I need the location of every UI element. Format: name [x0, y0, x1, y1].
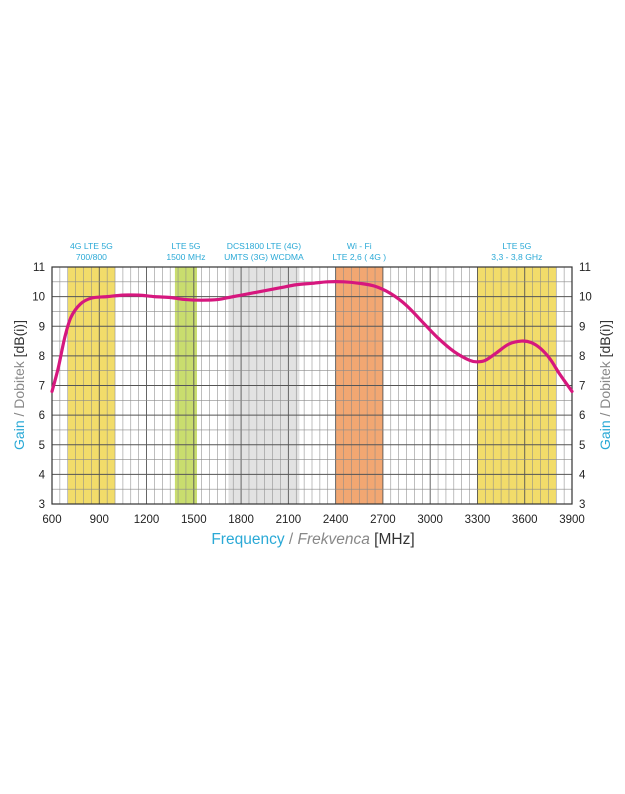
- y-tick-label-right: 4: [579, 469, 586, 481]
- x-axis-title-unit: [MHz]: [370, 531, 415, 548]
- x-tick-label: 600: [42, 514, 61, 526]
- y-tick-label-left: 11: [33, 262, 45, 274]
- band-label-5-line-2: 3,3 - 3,8 GHz: [491, 252, 542, 262]
- y-tick-label-left: 9: [39, 321, 45, 333]
- y-axis-title-right-part2: Dobitek: [597, 360, 613, 408]
- x-tick-label: 1200: [134, 514, 160, 526]
- y-axis-title-left: Gain / Dobitek [dB(i)]: [11, 320, 27, 450]
- y-tick-label-right: 11: [579, 262, 591, 274]
- band-label-1-line-1: 4G LTE 5G: [70, 241, 113, 251]
- x-tick-label: 1500: [181, 514, 207, 526]
- y-tick-label-left: 6: [39, 410, 45, 422]
- x-tick-label: 900: [90, 514, 109, 526]
- x-tick-label: 3600: [512, 514, 538, 526]
- y-tick-label-right: 8: [579, 351, 585, 363]
- y-tick-label-left: 3: [39, 499, 45, 511]
- band-label-4-line-1: Wi - Fi: [347, 241, 372, 251]
- y-axis-title-right: Gain / Dobitek [dB(i)]: [597, 320, 613, 450]
- y-axis-title-left-unit: [dB(i)]: [11, 320, 27, 361]
- x-axis-title-part2: Frekvenca: [298, 531, 371, 548]
- x-tick-label: 3300: [465, 514, 491, 526]
- band-label-3-line-2: UMTS (3G) WCDMA: [224, 252, 304, 262]
- band-label-1-line-2: 700/800: [76, 252, 107, 262]
- y-axis-title-right-part1: Gain: [597, 420, 613, 450]
- x-tick-label: 1800: [228, 514, 254, 526]
- band-label-2-line-2: 1500 MHz: [166, 252, 205, 262]
- y-axis-title-left-part1: Gain: [11, 420, 27, 450]
- y-tick-label-left: 10: [32, 292, 45, 304]
- y-tick-label-left: 8: [39, 351, 45, 363]
- x-axis-title-separator: /: [285, 531, 298, 548]
- y-axis-title-right-separator: /: [597, 409, 613, 421]
- y-tick-label-left: 5: [39, 440, 45, 452]
- y-axis-title-left-part2: Dobitek: [11, 360, 27, 408]
- series-layer: [50, 280, 574, 394]
- band-label-2-line-1: LTE 5G: [171, 241, 200, 251]
- y-axis-title-left-separator: /: [11, 409, 27, 421]
- band-label-4-line-2: LTE 2,6 ( 4G ): [332, 252, 386, 262]
- x-axis-title-part1: Frequency: [211, 531, 284, 548]
- x-tick-labels: 600 900 1200 1500 1800 2100 2400 2700 3000 3300 36…: [42, 514, 584, 526]
- x-tick-label: 3000: [417, 514, 443, 526]
- x-tick-label: 2400: [323, 514, 349, 526]
- x-tick-label: 2700: [370, 514, 396, 526]
- y-tick-label-left: 7: [39, 381, 45, 393]
- y-axis-title-right-unit: [dB(i)]: [597, 320, 613, 361]
- y-tick-label-right: 5: [579, 440, 585, 452]
- band-label-3-line-1: DCS1800 LTE (4G): [227, 241, 301, 251]
- x-axis-title: Frequency / Frekvenca [MHz]: [211, 531, 414, 548]
- x-tick-label: 3900: [559, 514, 585, 526]
- y-tick-label-right: 6: [579, 410, 585, 422]
- y-tick-label-right: 3: [579, 499, 585, 511]
- x-tick-label: 2100: [276, 514, 302, 526]
- gain-curve-1: [50, 280, 574, 394]
- y-tick-labels-left: 3 4 5 6 7 8 9 10 11: [32, 262, 45, 511]
- y-tick-label-left: 4: [39, 469, 46, 481]
- y-tick-labels-right: 3 4 5 6 7 8 9 10 11: [579, 262, 592, 511]
- band-label-5-line-1: LTE 5G: [502, 241, 531, 251]
- y-tick-label-right: 10: [579, 292, 592, 304]
- y-tick-label-right: 9: [579, 321, 585, 333]
- y-tick-label-right: 7: [579, 381, 585, 393]
